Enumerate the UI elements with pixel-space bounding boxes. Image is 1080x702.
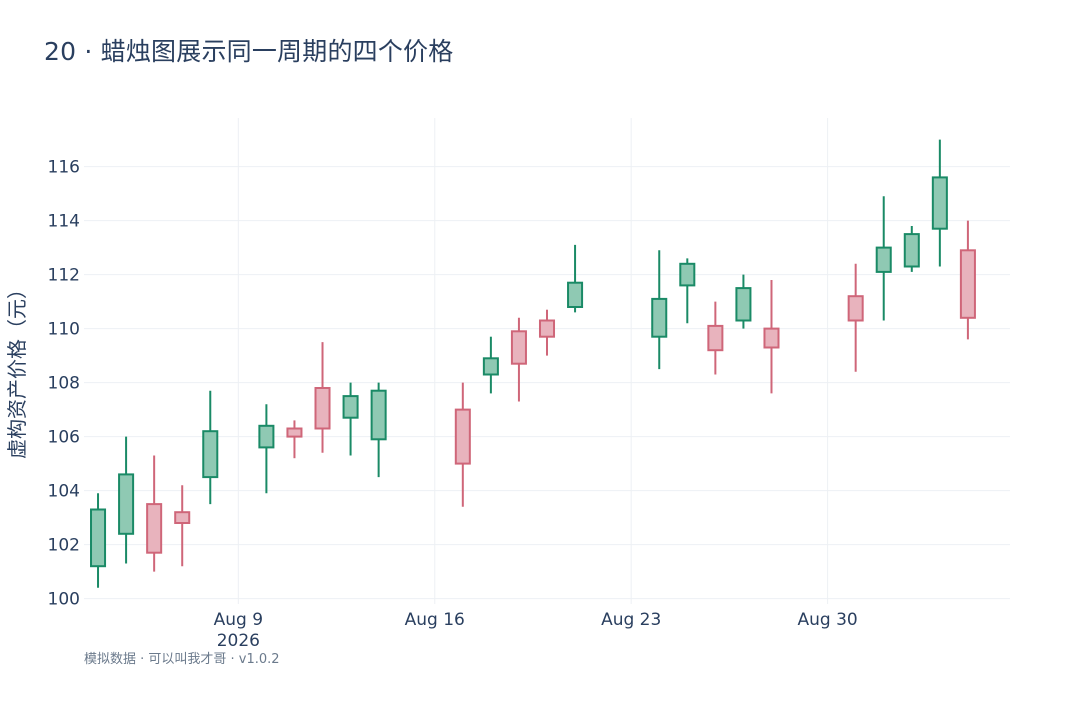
x-tick-label: Aug 23	[601, 610, 661, 630]
candle-body	[314, 387, 331, 430]
candle-decreasing	[174, 485, 191, 567]
candle-decreasing	[763, 280, 780, 394]
y-tick-label: 112	[48, 266, 80, 286]
candle-body	[735, 287, 752, 322]
candle-body	[651, 297, 668, 338]
y-tick-label: 104	[48, 482, 80, 502]
candle-increasing	[931, 139, 948, 267]
candle-body	[342, 395, 359, 419]
candle-increasing	[342, 382, 359, 456]
candle-body	[959, 249, 976, 319]
y-axis-label: 虚构资产价格（元）	[5, 279, 29, 459]
y-axis-ticks: 100 102 104 106 108 110 112 114 116	[48, 158, 80, 610]
grid-layer	[84, 118, 1010, 604]
candle-body	[510, 330, 527, 365]
candle-body	[146, 503, 163, 554]
candle-body	[538, 319, 556, 338]
candle-body	[370, 389, 387, 441]
y-tick-label: 108	[48, 374, 80, 394]
y-tick-label: 114	[48, 212, 80, 232]
candle-body	[875, 246, 892, 273]
candle-body	[679, 262, 696, 287]
candle-increasing	[90, 493, 107, 588]
x-tick-label: Aug 30	[797, 610, 857, 630]
candle-increasing	[679, 258, 696, 324]
candle-decreasing	[847, 263, 864, 372]
candle-body	[174, 511, 191, 525]
candle-increasing	[903, 226, 920, 272]
y-tick-label: 100	[48, 590, 80, 610]
candle-body	[118, 473, 135, 535]
candle-body	[847, 295, 864, 322]
x-tick-label: Aug 9	[214, 610, 263, 630]
candle-increasing	[651, 250, 668, 370]
candle-decreasing	[510, 317, 527, 402]
candle-body	[202, 430, 219, 479]
candle-increasing	[118, 436, 135, 564]
candle-increasing	[482, 336, 499, 394]
candle-decreasing	[538, 309, 556, 356]
candle-decreasing	[454, 382, 471, 507]
candle-body	[258, 424, 275, 449]
candle-increasing	[567, 244, 584, 313]
candle-body	[90, 508, 107, 568]
candle-body	[454, 408, 471, 465]
x-tick-label: Aug 16	[405, 610, 465, 630]
candle-decreasing	[707, 301, 724, 375]
footer-note: 模拟数据 · 可以叫我才哥 · v1.0.2	[84, 652, 280, 667]
y-tick-label: 106	[48, 428, 80, 448]
x-tick-sublabel: 2026	[217, 631, 260, 651]
candle-increasing	[202, 390, 219, 505]
candles	[90, 139, 976, 588]
candle-body	[482, 357, 499, 376]
candle-body	[707, 324, 724, 352]
y-tick-label: 102	[48, 536, 80, 556]
candle-decreasing	[314, 342, 331, 453]
candle-body	[286, 427, 303, 438]
candle-body	[763, 327, 780, 349]
candle-increasing	[258, 404, 275, 494]
candle-increasing	[370, 382, 387, 478]
candle-body	[903, 233, 920, 268]
candle-body	[567, 281, 584, 309]
y-tick-label: 116	[48, 158, 80, 178]
candle-decreasing	[959, 220, 976, 340]
candle-decreasing	[146, 455, 163, 572]
chart-title: 20 · 蜡烛图展示同一周期的四个价格	[44, 37, 454, 66]
y-tick-label: 110	[48, 320, 80, 340]
candle-increasing	[735, 274, 752, 329]
candle-body	[931, 176, 948, 230]
candle-decreasing	[286, 420, 303, 459]
candle-increasing	[875, 196, 892, 321]
